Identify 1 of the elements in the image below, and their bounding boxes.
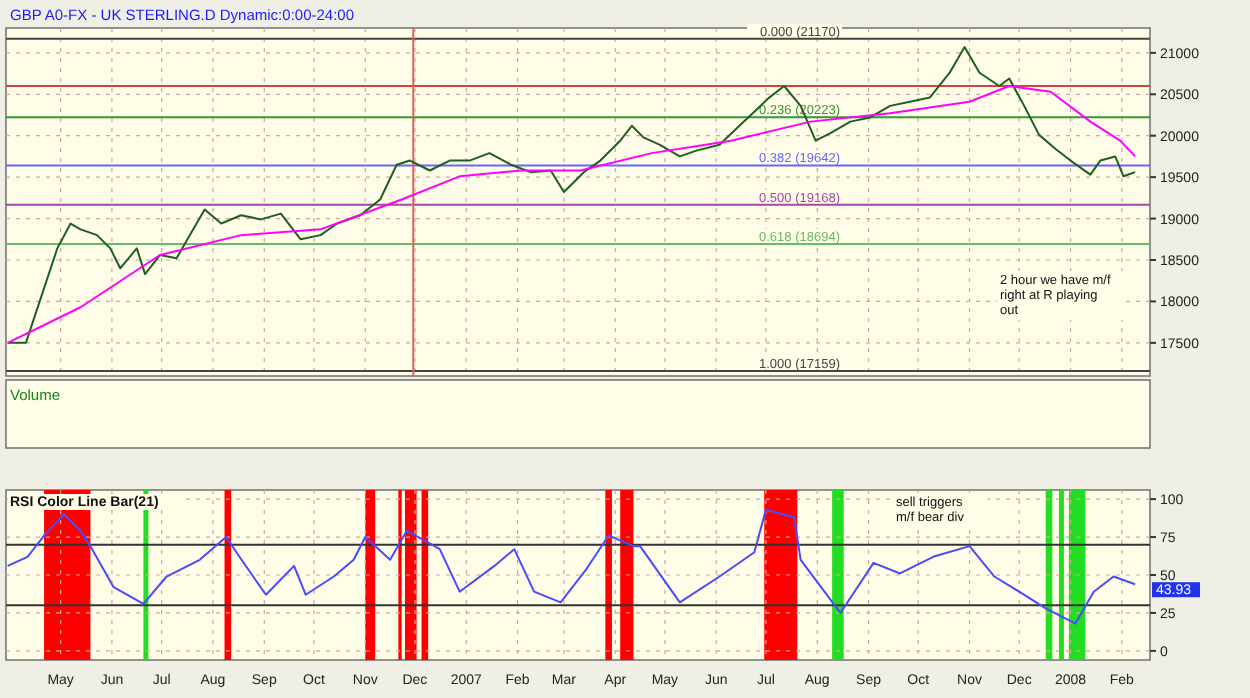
line-series [6, 508, 1137, 625]
